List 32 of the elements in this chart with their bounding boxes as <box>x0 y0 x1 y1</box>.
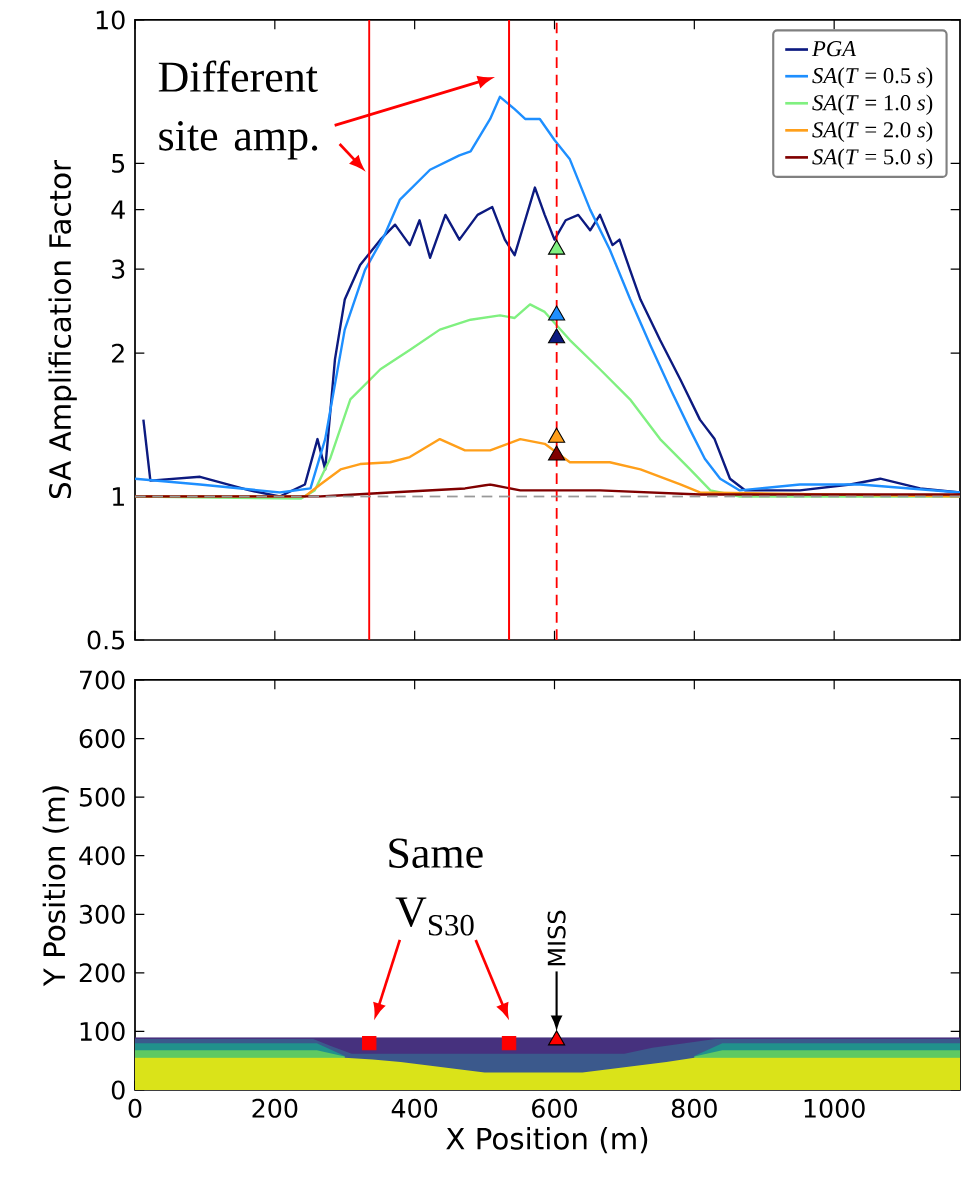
y-tick-label: 100 <box>80 1021 125 1041</box>
y-tick-label: 200 <box>79 963 125 983</box>
annotation: MISS <box>547 910 566 966</box>
y-axis-title: Y Position (m) <box>42 786 69 987</box>
legend-label: PGA <box>811 41 857 57</box>
x-tick-label: 1000 <box>804 1098 865 1118</box>
y-tick-label: 0 <box>111 1080 125 1100</box>
y-tick-label: 3 <box>112 259 125 279</box>
x-tick-label: 800 <box>671 1098 717 1118</box>
y-tick-label: 0.5 <box>87 630 125 650</box>
legend-label: SA(T = 2.0 s) <box>812 121 933 143</box>
y-tick-label: 2 <box>112 343 124 363</box>
y-tick-label: 1 <box>112 487 124 506</box>
legend-label: SA(T = 0.5 s) <box>812 67 933 88</box>
y-tick-label: 400 <box>79 846 125 866</box>
x-tick-label: 400 <box>391 1098 438 1118</box>
x-tick-label: 200 <box>252 1098 298 1118</box>
y-tick-label: 4 <box>111 200 125 219</box>
y-axis-title: SA Amplification Factor <box>48 159 77 499</box>
x-axis-title: X Position (m) <box>446 1127 648 1154</box>
y-tick-label: 300 <box>79 904 125 924</box>
y-tick-label: 10 <box>96 10 125 30</box>
legend-label: SA(T = 5.0 s) <box>812 148 933 170</box>
y-tick-label: 5 <box>112 154 125 173</box>
annotation: Different site amp. <box>158 60 318 160</box>
legend-label: SA(T = 1.0 s) <box>812 94 933 115</box>
x-tick-label: 600 <box>532 1098 577 1118</box>
y-tick-label: 500 <box>79 787 125 807</box>
y-tick-label: 700 <box>80 670 125 690</box>
x-tick-label: 0 <box>128 1098 142 1118</box>
y-tick-label: 600 <box>79 728 125 749</box>
annotation: Same V$_{S30}$ <box>389 838 483 936</box>
